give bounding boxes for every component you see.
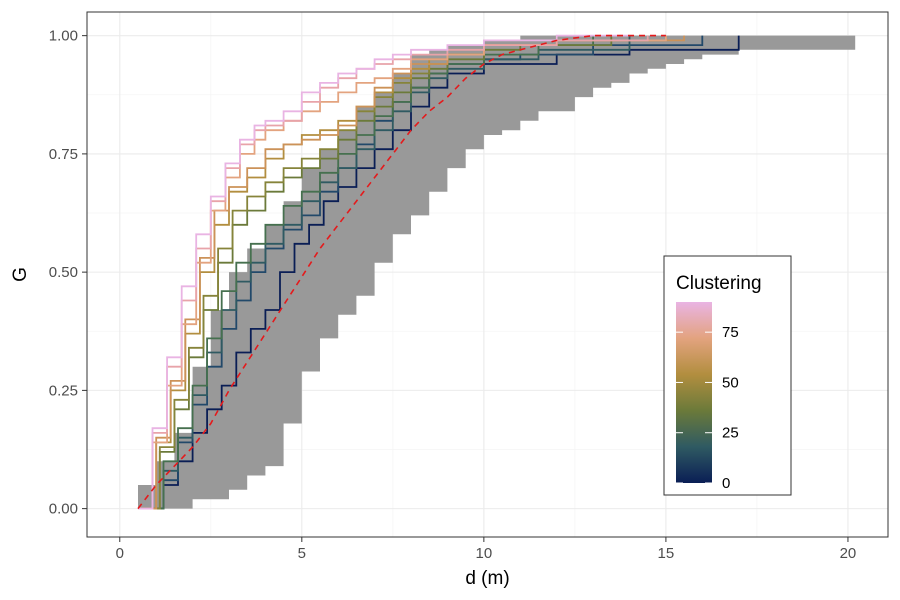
legend-break-label: 75	[722, 324, 739, 341]
series-line	[148, 35, 594, 510]
x-tick-label: 15	[658, 545, 675, 562]
y-axis-title: G	[10, 267, 31, 282]
y-axis: 0.00 0.25 0.50 0.75 1.00	[49, 28, 87, 518]
x-tick-label: 0	[116, 545, 124, 562]
panel-border	[86, 11, 889, 538]
x-axis: 0 5 10 15 20	[116, 537, 857, 562]
y-tick-label: 1.00	[49, 28, 78, 45]
y-tick-label: 0.50	[49, 264, 78, 281]
legend-break-label: 25	[722, 425, 739, 442]
y-tick-label: 0.75	[49, 146, 78, 163]
series-layer	[138, 34, 740, 510]
x-axis-title: d (m)	[465, 568, 509, 589]
legend-break-label: 0	[722, 475, 730, 492]
legend: Clustering 0 25 50 75	[663, 255, 792, 496]
y-tick-label: 0.25	[49, 382, 78, 399]
series-line	[148, 35, 740, 510]
series-line	[148, 35, 631, 510]
legend-title: Clustering	[676, 273, 762, 294]
x-tick-label: 20	[840, 545, 857, 562]
legend-breaks: 0 25 50 75	[676, 324, 739, 492]
x-tick-label: 10	[476, 545, 493, 562]
legend-colorbar	[676, 302, 712, 483]
series-line	[138, 35, 649, 510]
series-line	[145, 35, 558, 510]
legend-break-label: 50	[722, 374, 739, 391]
y-tick-label: 0.00	[49, 501, 78, 518]
series-line	[145, 35, 613, 510]
series-line	[141, 35, 685, 510]
series-line	[138, 34, 630, 510]
x-tick-label: 5	[298, 545, 306, 562]
